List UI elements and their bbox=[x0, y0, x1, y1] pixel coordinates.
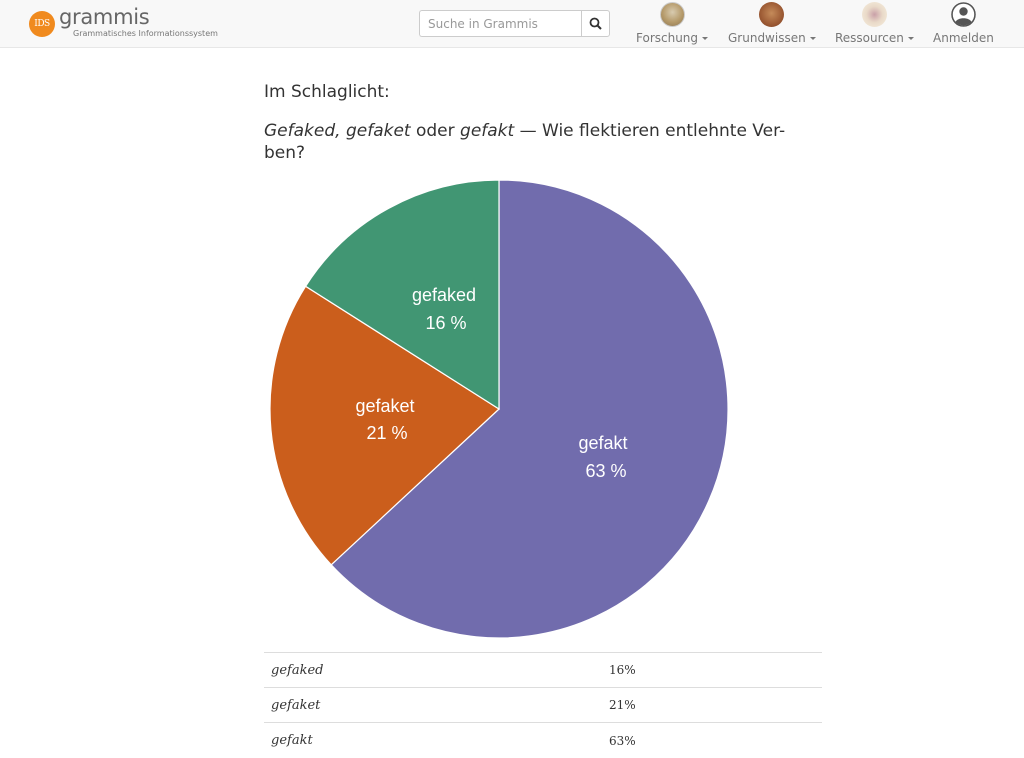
headline-text: oder bbox=[410, 121, 461, 141]
table-cell-percentage: 16% bbox=[609, 663, 636, 677]
pie-label-gefakt-name: gefakt bbox=[578, 433, 627, 453]
chevron-down-icon bbox=[907, 37, 914, 40]
nav-item-ressourcen[interactable]: Ressourcen bbox=[835, 2, 914, 45]
article-headline[interactable]: Gefaked, gefaket oder gefakt — Wie flekt… bbox=[264, 120, 804, 164]
pie-label-gefaket-pct: 21 % bbox=[366, 423, 407, 443]
pie-slice-gefaket[interactable] bbox=[269, 285, 500, 566]
search-input[interactable] bbox=[419, 10, 581, 37]
headline-term-2: gefaket bbox=[345, 121, 411, 141]
table-cell-form: gefakt bbox=[271, 733, 313, 748]
pie-chart: gefakt 63 % gefaket 21 % gefaked 16 % bbox=[269, 179, 729, 639]
pie-slice-gefakt[interactable] bbox=[330, 179, 729, 639]
chevron-down-icon bbox=[809, 37, 816, 40]
table-row: gefaked 16% bbox=[264, 653, 822, 688]
table-cell-percentage: 63% bbox=[609, 733, 636, 748]
ressourcen-thumbnail-icon bbox=[861, 2, 887, 27]
pie-label-gefaked-pct: 16 % bbox=[425, 313, 466, 333]
pie-label-gefaked-name: gefaked bbox=[412, 285, 476, 305]
ids-logo-badge: IDS bbox=[29, 11, 55, 37]
table-row: gefakt 63% bbox=[264, 723, 822, 758]
table-cell-percentage: 21% bbox=[609, 698, 636, 712]
search-icon bbox=[589, 17, 602, 30]
user-icon bbox=[951, 2, 976, 27]
results-table: gefaked 16% gefaket 21% gefakt 63% bbox=[264, 652, 822, 758]
chevron-down-icon bbox=[702, 37, 709, 40]
search-button[interactable] bbox=[581, 10, 610, 37]
nav-item-anmelden[interactable]: Anmelden bbox=[933, 2, 994, 45]
spotlight-section: Im Schlaglicht: Gefaked, gefaket oder ge… bbox=[264, 80, 824, 164]
headline-term-1: Gefaked, bbox=[264, 121, 341, 141]
table-cell-form: gefaket bbox=[271, 697, 321, 713]
nav-item-label: Anmelden bbox=[933, 31, 994, 45]
nav-item-label: Grundwissen bbox=[728, 31, 806, 45]
forschung-thumbnail-icon bbox=[659, 2, 685, 27]
search-form bbox=[419, 10, 610, 37]
top-navbar: IDS grammis Grammatisches Informationssy… bbox=[0, 0, 1024, 48]
headline-term-3: gefakt bbox=[460, 121, 515, 141]
pie-label-gefaket-name: gefaket bbox=[355, 396, 414, 416]
spotlight-kicker: Im Schlaglicht: bbox=[264, 82, 390, 102]
pie-label-gefakt-pct: 63 % bbox=[585, 461, 626, 481]
table-row: gefaket 21% bbox=[264, 688, 822, 723]
table-cell-form: gefaked bbox=[271, 662, 324, 678]
grundwissen-thumbnail-icon bbox=[759, 2, 785, 27]
nav-item-grundwissen[interactable]: Grundwissen bbox=[728, 2, 816, 45]
pie-slice-gefaked[interactable] bbox=[304, 179, 500, 411]
brand-subtitle: Grammatisches Informationssystem bbox=[73, 29, 218, 38]
nav-item-forschung[interactable]: Forschung bbox=[636, 2, 709, 45]
brand-name: grammis bbox=[59, 5, 150, 29]
headline-text: — Wie flektieren entlehnte Ver-ben? bbox=[264, 121, 786, 163]
brand-logo[interactable]: IDS grammis Grammatisches Informationssy… bbox=[29, 5, 219, 39]
nav-item-label: Ressourcen bbox=[835, 31, 904, 45]
nav-item-label: Forschung bbox=[636, 31, 699, 45]
